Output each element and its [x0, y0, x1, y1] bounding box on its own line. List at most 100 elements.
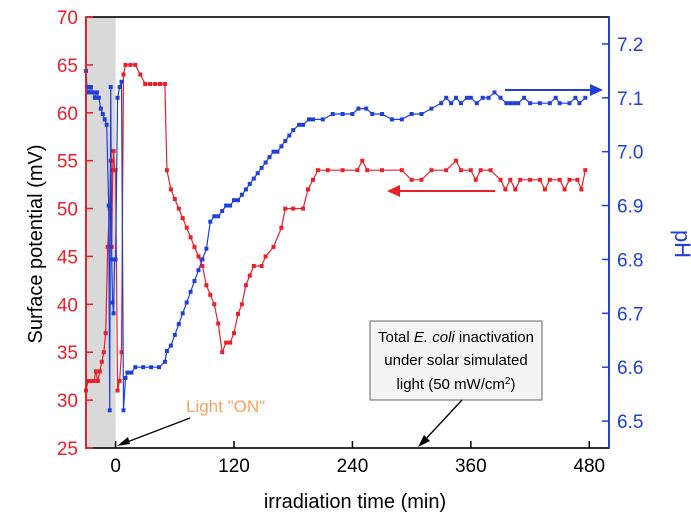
series-1-point-53 — [247, 182, 252, 186]
series-0-point-31 — [162, 82, 167, 86]
series-0-point-38 — [188, 235, 193, 240]
series-0-point-37 — [184, 225, 189, 230]
x-tick-label-1: 120 — [218, 456, 250, 477]
series-1-point-56 — [259, 165, 264, 170]
series-1-point-34 — [172, 332, 177, 337]
series-0-point-36 — [180, 216, 185, 221]
series-0-point-81 — [488, 168, 493, 173]
right-axis: 6.5 6.6 6.7 6.8 6.9 7.0 7.1 7.2 — [602, 17, 643, 448]
light-on-label: Light "ON" — [186, 397, 265, 416]
series-0-point-53 — [247, 273, 252, 278]
series-1-point-94 — [504, 101, 509, 106]
series-0-point-9 — [101, 350, 106, 355]
series-1-point-42 — [204, 246, 209, 251]
series-1-point-20 — [115, 95, 120, 100]
series-0-point-18 — [113, 168, 118, 173]
series-1-point-45 — [216, 214, 221, 219]
series-0-point-44 — [212, 302, 217, 307]
series-0-point-80 — [478, 168, 483, 173]
series-0-point-16 — [111, 149, 116, 154]
series-1-point-27 — [133, 365, 138, 370]
series-1-point-75 — [370, 112, 375, 116]
series-0-point-67 — [355, 168, 360, 173]
series-1-point-7 — [96, 95, 101, 100]
series-0-point-10 — [103, 331, 108, 336]
right-tick-label-6: 7.1 — [617, 89, 643, 110]
series-1-point-28 — [141, 365, 146, 370]
series-1-point-89 — [474, 101, 479, 106]
series-0-point-64 — [315, 168, 320, 173]
series-1-point-95 — [508, 101, 513, 106]
series-1-point-26 — [129, 370, 134, 375]
series-1-point-106 — [577, 101, 582, 106]
series-0-point-39 — [192, 244, 197, 249]
series-0-point-33 — [168, 187, 173, 192]
series-1-point-100 — [537, 101, 542, 106]
series-1-point-40 — [196, 268, 201, 273]
series-1-point-84 — [449, 101, 454, 106]
series-1-point-60 — [275, 149, 280, 154]
series-0-point-85 — [513, 187, 518, 192]
right-tick-label-1: 6.6 — [617, 358, 643, 379]
series-1-point-31 — [162, 359, 167, 364]
series-0-point-56 — [263, 254, 268, 259]
series-1-point-10 — [102, 117, 107, 122]
series-1-point-16 — [110, 300, 115, 305]
series-0-point-19 — [115, 388, 120, 393]
series-1-point-4 — [90, 90, 95, 95]
series-0-point-26 — [138, 72, 143, 77]
series-1-point-90 — [480, 95, 485, 100]
series-1-point-65 — [297, 122, 302, 127]
series-1-point-17 — [111, 311, 116, 316]
series-1-point-76 — [380, 112, 384, 116]
series-1-point-23 — [121, 408, 126, 413]
series-0-point-40 — [196, 254, 201, 259]
series-0-point-87 — [528, 177, 533, 182]
inactivation-arrow — [421, 399, 463, 444]
series-0-point-52 — [243, 283, 248, 288]
series-1-point-104 — [567, 101, 572, 106]
series-0-point-68 — [360, 158, 365, 163]
series-1-point-62 — [283, 138, 288, 143]
series-0-point-72 — [409, 177, 414, 182]
left-tick-label-5: 50 — [57, 200, 78, 221]
series-1-point-63 — [287, 133, 292, 138]
inactivation-box-line-1: Total E. coli inactivation — [378, 329, 534, 346]
series-1-point-3 — [88, 85, 93, 89]
series-1-point-69 — [320, 117, 325, 122]
right-tick-label-7: 7.2 — [617, 35, 643, 56]
series-0-point-5 — [93, 369, 98, 374]
series-1-point-12 — [106, 203, 111, 208]
series-1-point-25 — [125, 370, 130, 375]
series-1-point-35 — [176, 322, 181, 327]
series-1-point-96 — [512, 101, 517, 106]
series-0-point-27 — [143, 82, 148, 86]
series-0-point-95 — [579, 187, 584, 192]
series-1-point-67 — [307, 117, 311, 122]
y-axis-left-title: Surface potential (mV) — [25, 145, 47, 344]
series-1-point-15 — [109, 257, 114, 262]
x-axis-title: irradiation time (min) — [264, 491, 446, 513]
series-0-point-34 — [172, 197, 177, 201]
series-0-point-92 — [562, 187, 567, 192]
series-1-point-43 — [208, 219, 213, 224]
light-on-arrowhead — [117, 437, 130, 446]
left-tick-label-4: 45 — [57, 247, 78, 268]
series-0-point-22 — [121, 72, 126, 77]
right-tick-label-4: 6.9 — [617, 197, 643, 218]
series-1-point-58 — [267, 155, 272, 160]
series-1-point-11 — [104, 122, 109, 127]
series-1-point-70 — [330, 112, 335, 116]
series-0-point-12 — [107, 206, 112, 211]
series-0-point-96 — [583, 168, 588, 173]
series-0-point-4 — [91, 379, 96, 383]
series-1-point-66 — [301, 122, 306, 127]
series-1-point-79 — [409, 112, 414, 116]
potential-series-arrowhead — [387, 185, 400, 197]
series-1-point-41 — [200, 257, 205, 262]
series-0-point-62 — [306, 187, 310, 192]
series-1-point-38 — [188, 289, 193, 294]
series-0-point-25 — [133, 62, 138, 67]
series-0-point-49 — [232, 331, 236, 336]
